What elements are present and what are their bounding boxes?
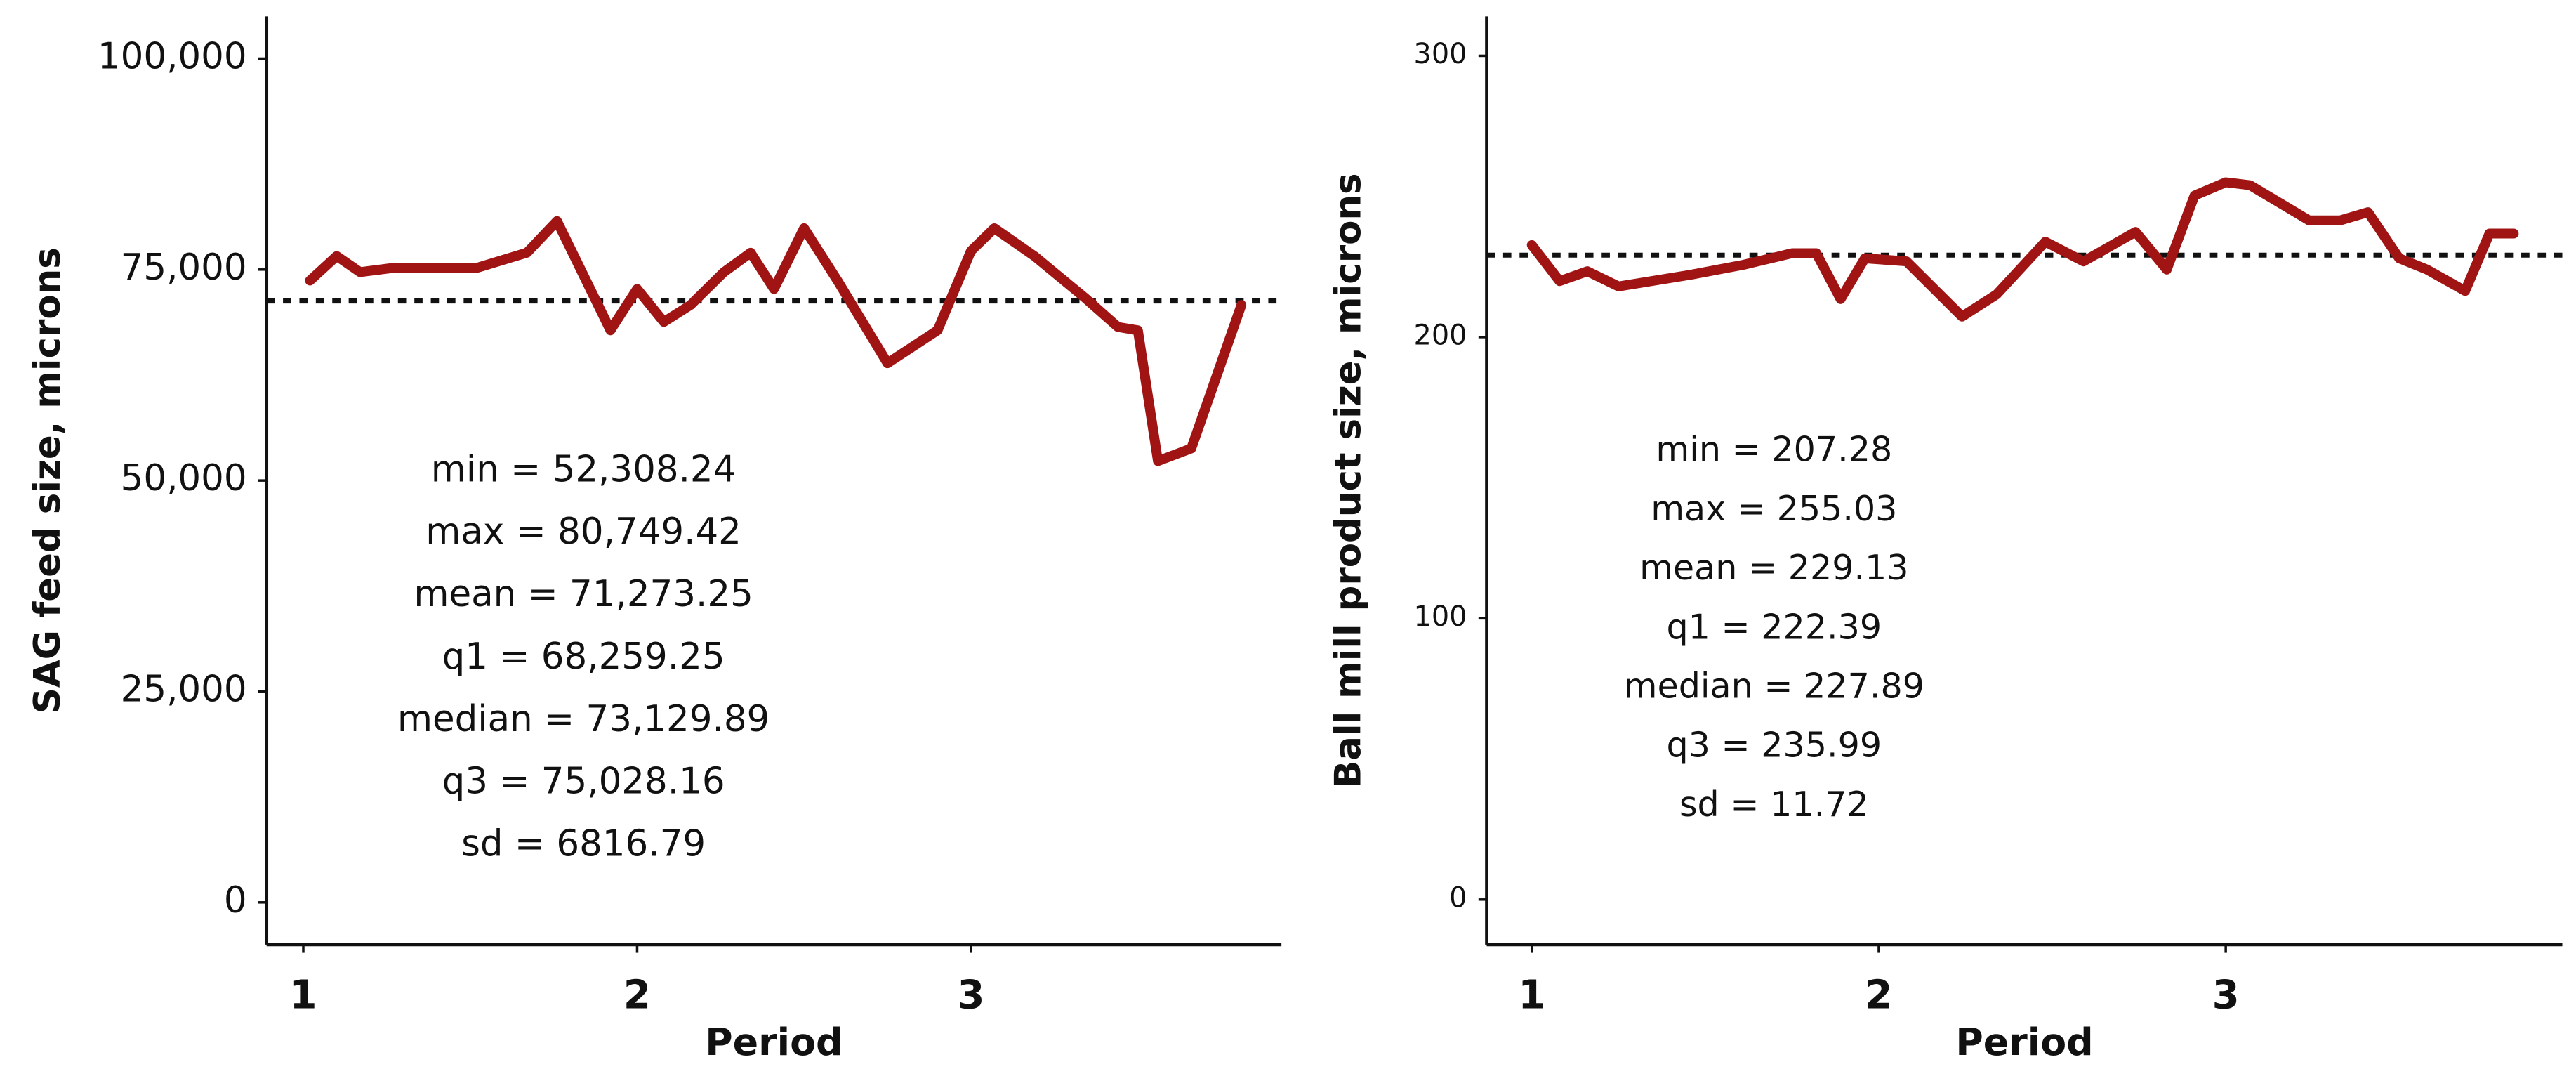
data-line [305,216,1247,466]
stat-label: median = 227.89 [1624,666,1924,707]
y-tick-label: 75,000 [121,247,247,289]
stat-label: mean = 229.13 [1639,547,1908,588]
y-tick-label: 50,000 [121,457,247,499]
y-tick-label: 0 [224,879,247,921]
y-tick-label: 100,000 [98,35,247,77]
x-tick-label: 1 [289,972,317,1018]
stat-label: sd = 11.72 [1679,784,1869,825]
x-tick-label: 3 [2212,972,2240,1018]
y-axis-title: Ball mill product size, microns [1327,173,1369,788]
y-tick-label: 300 [1414,38,1467,70]
y-tick-label: 0 [1449,881,1467,914]
stat-label: max = 255.03 [1651,488,1897,529]
stat-label: min = 52,308.24 [431,448,737,490]
data-line [1526,177,2519,322]
x-axis-title: Period [705,1020,843,1064]
stat-label: q1 = 68,259.25 [442,636,725,678]
stat-label: q1 = 222.39 [1667,606,1882,647]
stat-label: min = 207.28 [1656,429,1892,470]
stat-label: q3 = 75,028.16 [442,761,725,803]
y-tick-label: 200 [1414,319,1467,351]
stat-label: q3 = 235.99 [1667,725,1882,766]
stat-label: sd = 6816.79 [461,823,706,865]
x-axis-title: Period [1955,1020,2093,1064]
y-tick-label: 25,000 [121,668,247,710]
x-tick-label: 3 [957,972,984,1018]
y-axis-title: SAG feed size, microns [27,247,69,714]
stat-label: max = 80,749.42 [425,511,741,553]
x-tick-label: 1 [1518,972,1545,1018]
x-tick-label: 2 [1865,972,1892,1018]
x-tick-label: 2 [623,972,651,1018]
stat-label: median = 73,129.89 [397,698,770,740]
stat-label: mean = 71,273.25 [414,573,753,615]
y-tick-label: 100 [1414,601,1467,633]
